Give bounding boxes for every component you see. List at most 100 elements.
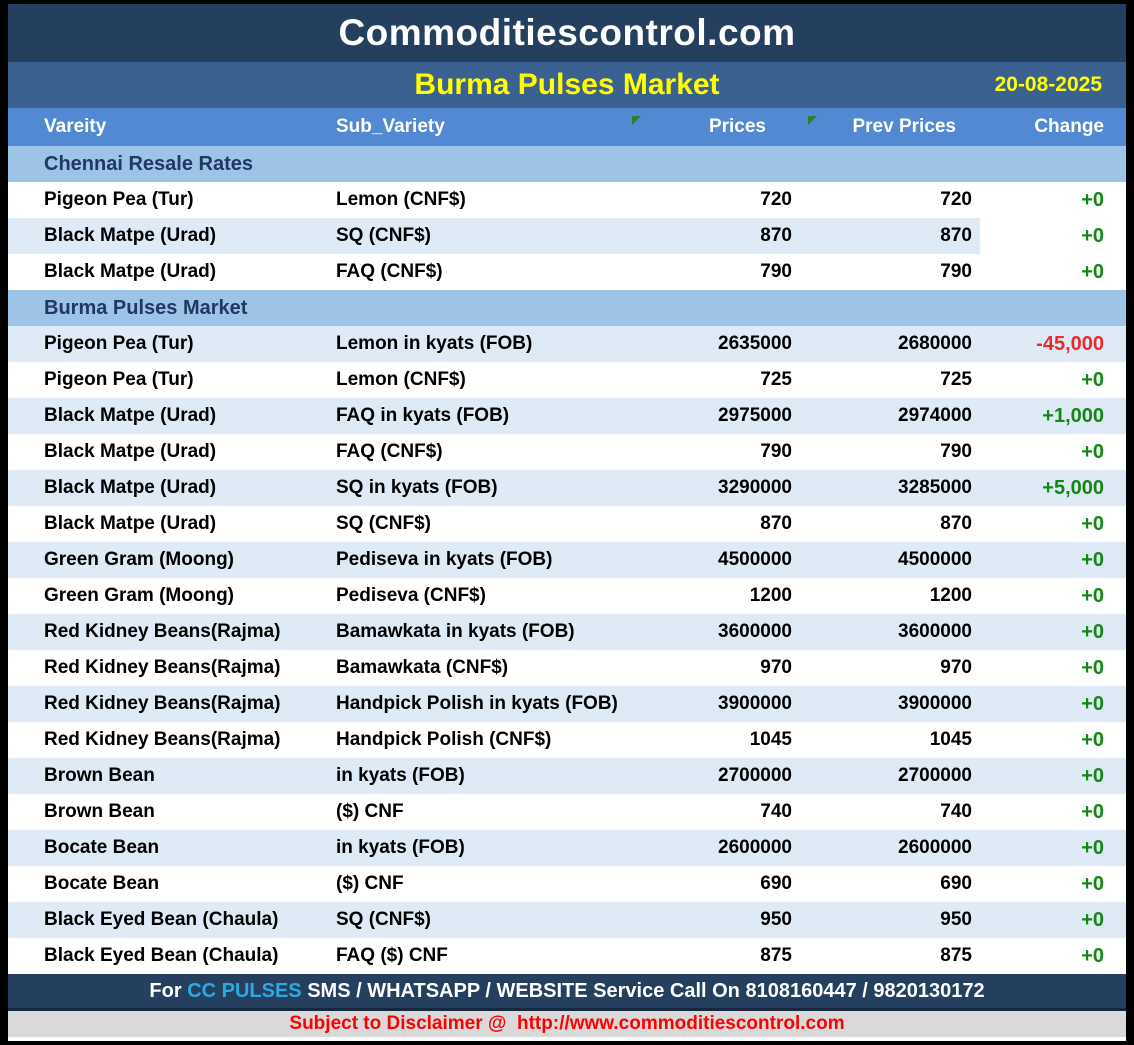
sub-variety-cell: Pediseva (CNF$) <box>336 585 486 606</box>
change-cell: +0 <box>1081 692 1104 715</box>
price-cell: 3600000 <box>718 621 792 642</box>
sub-variety-cell: Bamawkata in kyats (FOB) <box>336 621 575 642</box>
table-row: Bocate Bean in kyats (FOB) 2600000 26000… <box>8 830 1126 866</box>
price-cell: 740 <box>760 801 792 822</box>
section-header-row: Burma Pulses Market <box>8 290 1126 326</box>
sub-variety-cell: ($) CNF <box>336 873 404 894</box>
variety-cell: Pigeon Pea (Tur) <box>44 189 194 210</box>
variety-cell: Black Matpe (Urad) <box>44 477 217 498</box>
table-row: Brown Bean in kyats (FOB) 2700000 270000… <box>8 758 1126 794</box>
change-cell: +0 <box>1081 800 1104 823</box>
sub-variety-cell: Handpick Polish in kyats (FOB) <box>336 693 618 714</box>
table-row: Black Matpe (Urad) FAQ (CNF$) 790 790 +0 <box>8 254 1126 290</box>
table-row: Green Gram (Moong) Pediseva (CNF$) 1200 … <box>8 578 1126 614</box>
price-cell: 690 <box>760 873 792 894</box>
table-row: Red Kidney Beans(Rajma) Handpick Polish … <box>8 722 1126 758</box>
table-row: Black Eyed Bean (Chaula) FAQ ($) CNF 875… <box>8 938 1126 974</box>
price-cell: 3290000 <box>718 477 792 498</box>
variety-cell: Black Matpe (Urad) <box>44 441 217 462</box>
table-row: Black Matpe (Urad) FAQ in kyats (FOB) 29… <box>8 398 1126 434</box>
prev-price-cell: 870 <box>940 225 972 246</box>
change-cell: +0 <box>980 218 1126 254</box>
sub-variety-cell: SQ (CNF$) <box>336 909 431 930</box>
column-header-change: Change <box>1034 116 1104 137</box>
prev-price-cell: 2680000 <box>898 333 972 354</box>
price-cell: 2635000 <box>718 333 792 354</box>
sub-variety-cell: SQ (CNF$) <box>336 225 431 246</box>
change-cell: +0 <box>1081 656 1104 679</box>
change-cell: +0 <box>1081 764 1104 787</box>
report-date: 20-08-2025 <box>994 73 1102 96</box>
price-cell: 1200 <box>749 585 792 606</box>
price-cell: 790 <box>760 441 792 462</box>
variety-cell: Black Matpe (Urad) <box>44 261 217 282</box>
change-cell: +0 <box>1081 188 1104 211</box>
price-cell: 875 <box>760 945 792 966</box>
prev-price-cell: 2700000 <box>898 765 972 786</box>
change-cell: +1,000 <box>1042 404 1104 427</box>
table-row: Pigeon Pea (Tur) Lemon (CNF$) 720 720 +0 <box>8 182 1126 218</box>
variety-cell: Black Matpe (Urad) <box>44 225 217 246</box>
change-cell: +0 <box>1081 440 1104 463</box>
prev-price-cell: 2600000 <box>898 837 972 858</box>
footer-brand: CC PULSES <box>187 979 302 1002</box>
footer-service-text: SMS / WHATSAPP / WEBSITE Service Call On… <box>301 979 985 1002</box>
prev-price-cell: 790 <box>940 441 972 462</box>
prev-price-cell: 2974000 <box>898 405 972 426</box>
sub-variety-cell: Lemon in kyats (FOB) <box>336 333 533 354</box>
price-cell: 4500000 <box>718 549 792 570</box>
change-cell: +0 <box>1081 872 1104 895</box>
table-row: Red Kidney Beans(Rajma) Handpick Polish … <box>8 686 1126 722</box>
table-row: Black Matpe (Urad) SQ (CNF$) 870 870 +0 <box>8 218 1126 254</box>
sub-variety-cell: FAQ ($) CNF <box>336 945 448 966</box>
price-cell: 725 <box>760 369 792 390</box>
price-cell: 2975000 <box>718 405 792 426</box>
change-cell: +0 <box>1081 944 1104 967</box>
table-row: Green Gram (Moong) Pediseva in kyats (FO… <box>8 542 1126 578</box>
column-header-prev-prices: Prev Prices <box>800 116 980 138</box>
disclaimer-text: Subject to Disclaimer @ <box>289 1013 517 1034</box>
price-table-body: Chennai Resale Rates Pigeon Pea (Tur) Le… <box>8 146 1126 974</box>
change-cell: +0 <box>1081 836 1104 859</box>
site-title: Commoditiescontrol.com <box>338 12 796 53</box>
sub-variety-cell: in kyats (FOB) <box>336 765 465 786</box>
sub-variety-cell: Lemon (CNF$) <box>336 189 466 210</box>
table-row: Brown Bean ($) CNF 740 740 +0 <box>8 794 1126 830</box>
change-cell: +0 <box>1081 620 1104 643</box>
variety-cell: Black Eyed Bean (Chaula) <box>44 945 279 966</box>
sub-variety-cell: FAQ in kyats (FOB) <box>336 405 510 426</box>
price-cell: 790 <box>760 261 792 282</box>
price-cell: 950 <box>760 909 792 930</box>
sub-variety-cell: Lemon (CNF$) <box>336 369 466 390</box>
disclaimer-link[interactable]: http://www.commoditiescontrol.com <box>517 1013 845 1034</box>
sub-variety-cell: FAQ (CNF$) <box>336 261 443 282</box>
variety-cell: Brown Bean <box>44 765 155 786</box>
section-header-row: Chennai Resale Rates <box>8 146 1126 182</box>
change-cell: +0 <box>1081 908 1104 931</box>
variety-cell: Red Kidney Beans(Rajma) <box>44 657 281 678</box>
change-cell: +0 <box>1081 368 1104 391</box>
variety-cell: Pigeon Pea (Tur) <box>44 369 194 390</box>
variety-cell: Red Kidney Beans(Rajma) <box>44 693 281 714</box>
variety-cell: Red Kidney Beans(Rajma) <box>44 621 281 642</box>
sub-variety-cell: Bamawkata (CNF$) <box>336 657 509 678</box>
column-header-prices-label: Prices <box>708 116 766 137</box>
variety-cell: Red Kidney Beans(Rajma) <box>44 729 281 750</box>
change-cell: +0 <box>1081 728 1104 751</box>
prev-price-cell: 3285000 <box>898 477 972 498</box>
table-row: Pigeon Pea (Tur) Lemon (CNF$) 725 725 +0 <box>8 362 1126 398</box>
prev-price-cell: 970 <box>940 657 972 678</box>
section-title: Burma Pulses Market <box>44 296 248 319</box>
variety-cell: Black Matpe (Urad) <box>44 513 217 534</box>
price-cell: 970 <box>760 657 792 678</box>
variety-cell: Bocate Bean <box>44 873 160 894</box>
change-cell: -45,000 <box>1036 332 1104 355</box>
sub-variety-cell: FAQ (CNF$) <box>336 441 443 462</box>
footer-prefix: For <box>149 979 188 1002</box>
sub-variety-cell: ($) CNF <box>336 801 404 822</box>
table-row: Pigeon Pea (Tur) Lemon in kyats (FOB) 26… <box>8 326 1126 362</box>
price-cell: 2600000 <box>718 837 792 858</box>
prev-price-cell: 740 <box>940 801 972 822</box>
sub-variety-cell: SQ (CNF$) <box>336 513 431 534</box>
